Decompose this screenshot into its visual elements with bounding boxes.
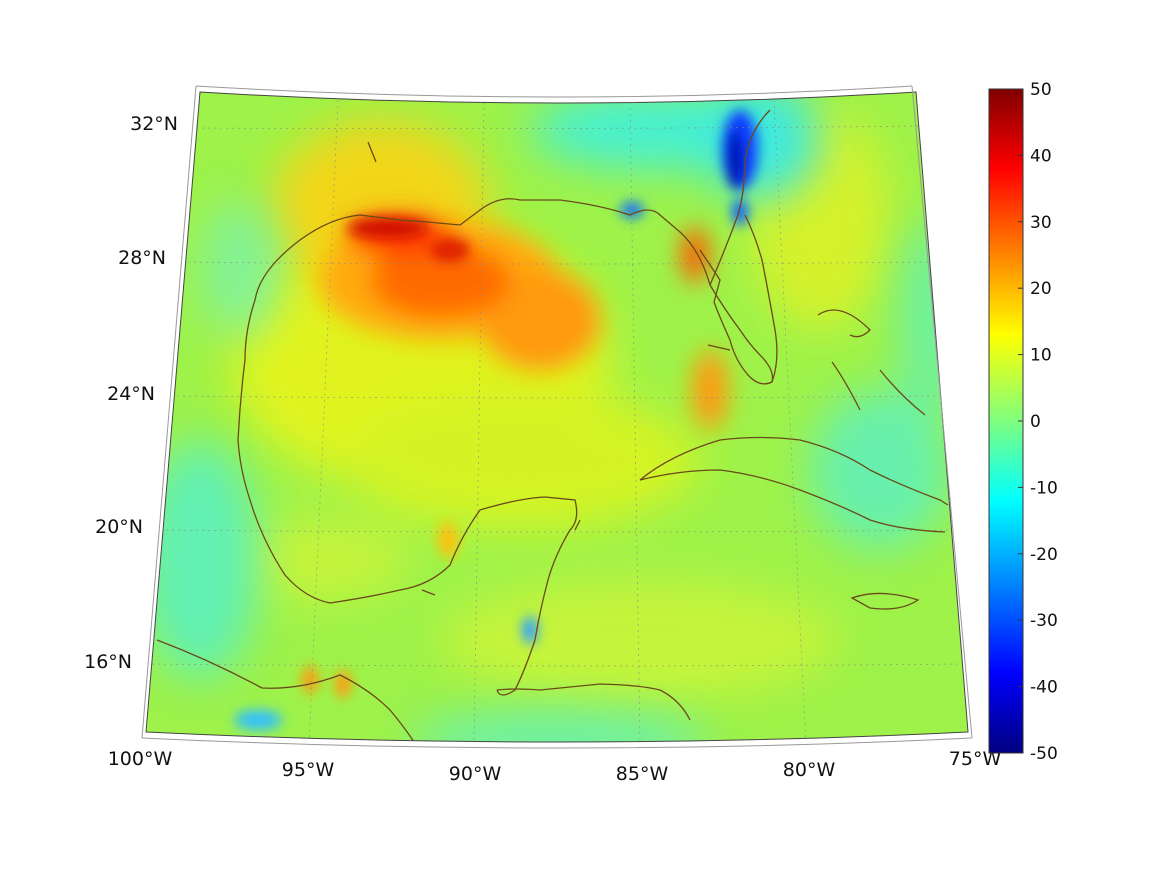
lon-label: 100°W [108, 748, 173, 770]
lat-label: 28°N [118, 247, 166, 269]
colorbar-gradient [988, 88, 1024, 754]
colorbar-tick-label: 30 [1030, 213, 1052, 233]
lat-label: 24°N [107, 383, 155, 405]
lat-label: 20°N [95, 516, 143, 538]
lon-label: 85°W [616, 763, 669, 785]
colorbar-tick-label: 10 [1030, 346, 1052, 366]
colorbar-tick-label: -30 [1030, 611, 1058, 631]
colorbar-tick-label: 40 [1030, 146, 1052, 166]
lon-label: 90°W [449, 763, 502, 785]
colorbar-tick-label: -10 [1030, 478, 1058, 498]
lon-label: 80°W [783, 759, 836, 781]
colorbar-ticks: 50 40 30 20 10 0 -10 -20 -30 -40 -50 [1018, 80, 1058, 764]
colorbar: 50 40 30 20 10 0 -10 -20 -30 -40 -50 [988, 80, 1058, 764]
colorbar-tick-label: -50 [1030, 744, 1058, 764]
colorbar-tick-label: -20 [1030, 545, 1058, 565]
lon-label: 75°W [949, 748, 1002, 770]
lon-label: 95°W [282, 759, 335, 781]
colorbar-tick-label: 20 [1030, 279, 1052, 299]
data-field [146, 92, 968, 742]
lat-label: 16°N [84, 651, 132, 673]
colorbar-tick-label: -40 [1030, 678, 1058, 698]
lat-label: 32°N [130, 113, 178, 135]
lat-axis: 32°N 28°N 24°N 20°N 16°N [84, 113, 178, 673]
colorbar-tick-label: 0 [1030, 412, 1041, 432]
coastlines [156, 109, 949, 742]
colorbar-tick-label: 50 [1030, 80, 1052, 100]
map-frame [141, 85, 973, 749]
lon-axis: 100°W 95°W 90°W 85°W 80°W 75°W [108, 748, 1002, 785]
